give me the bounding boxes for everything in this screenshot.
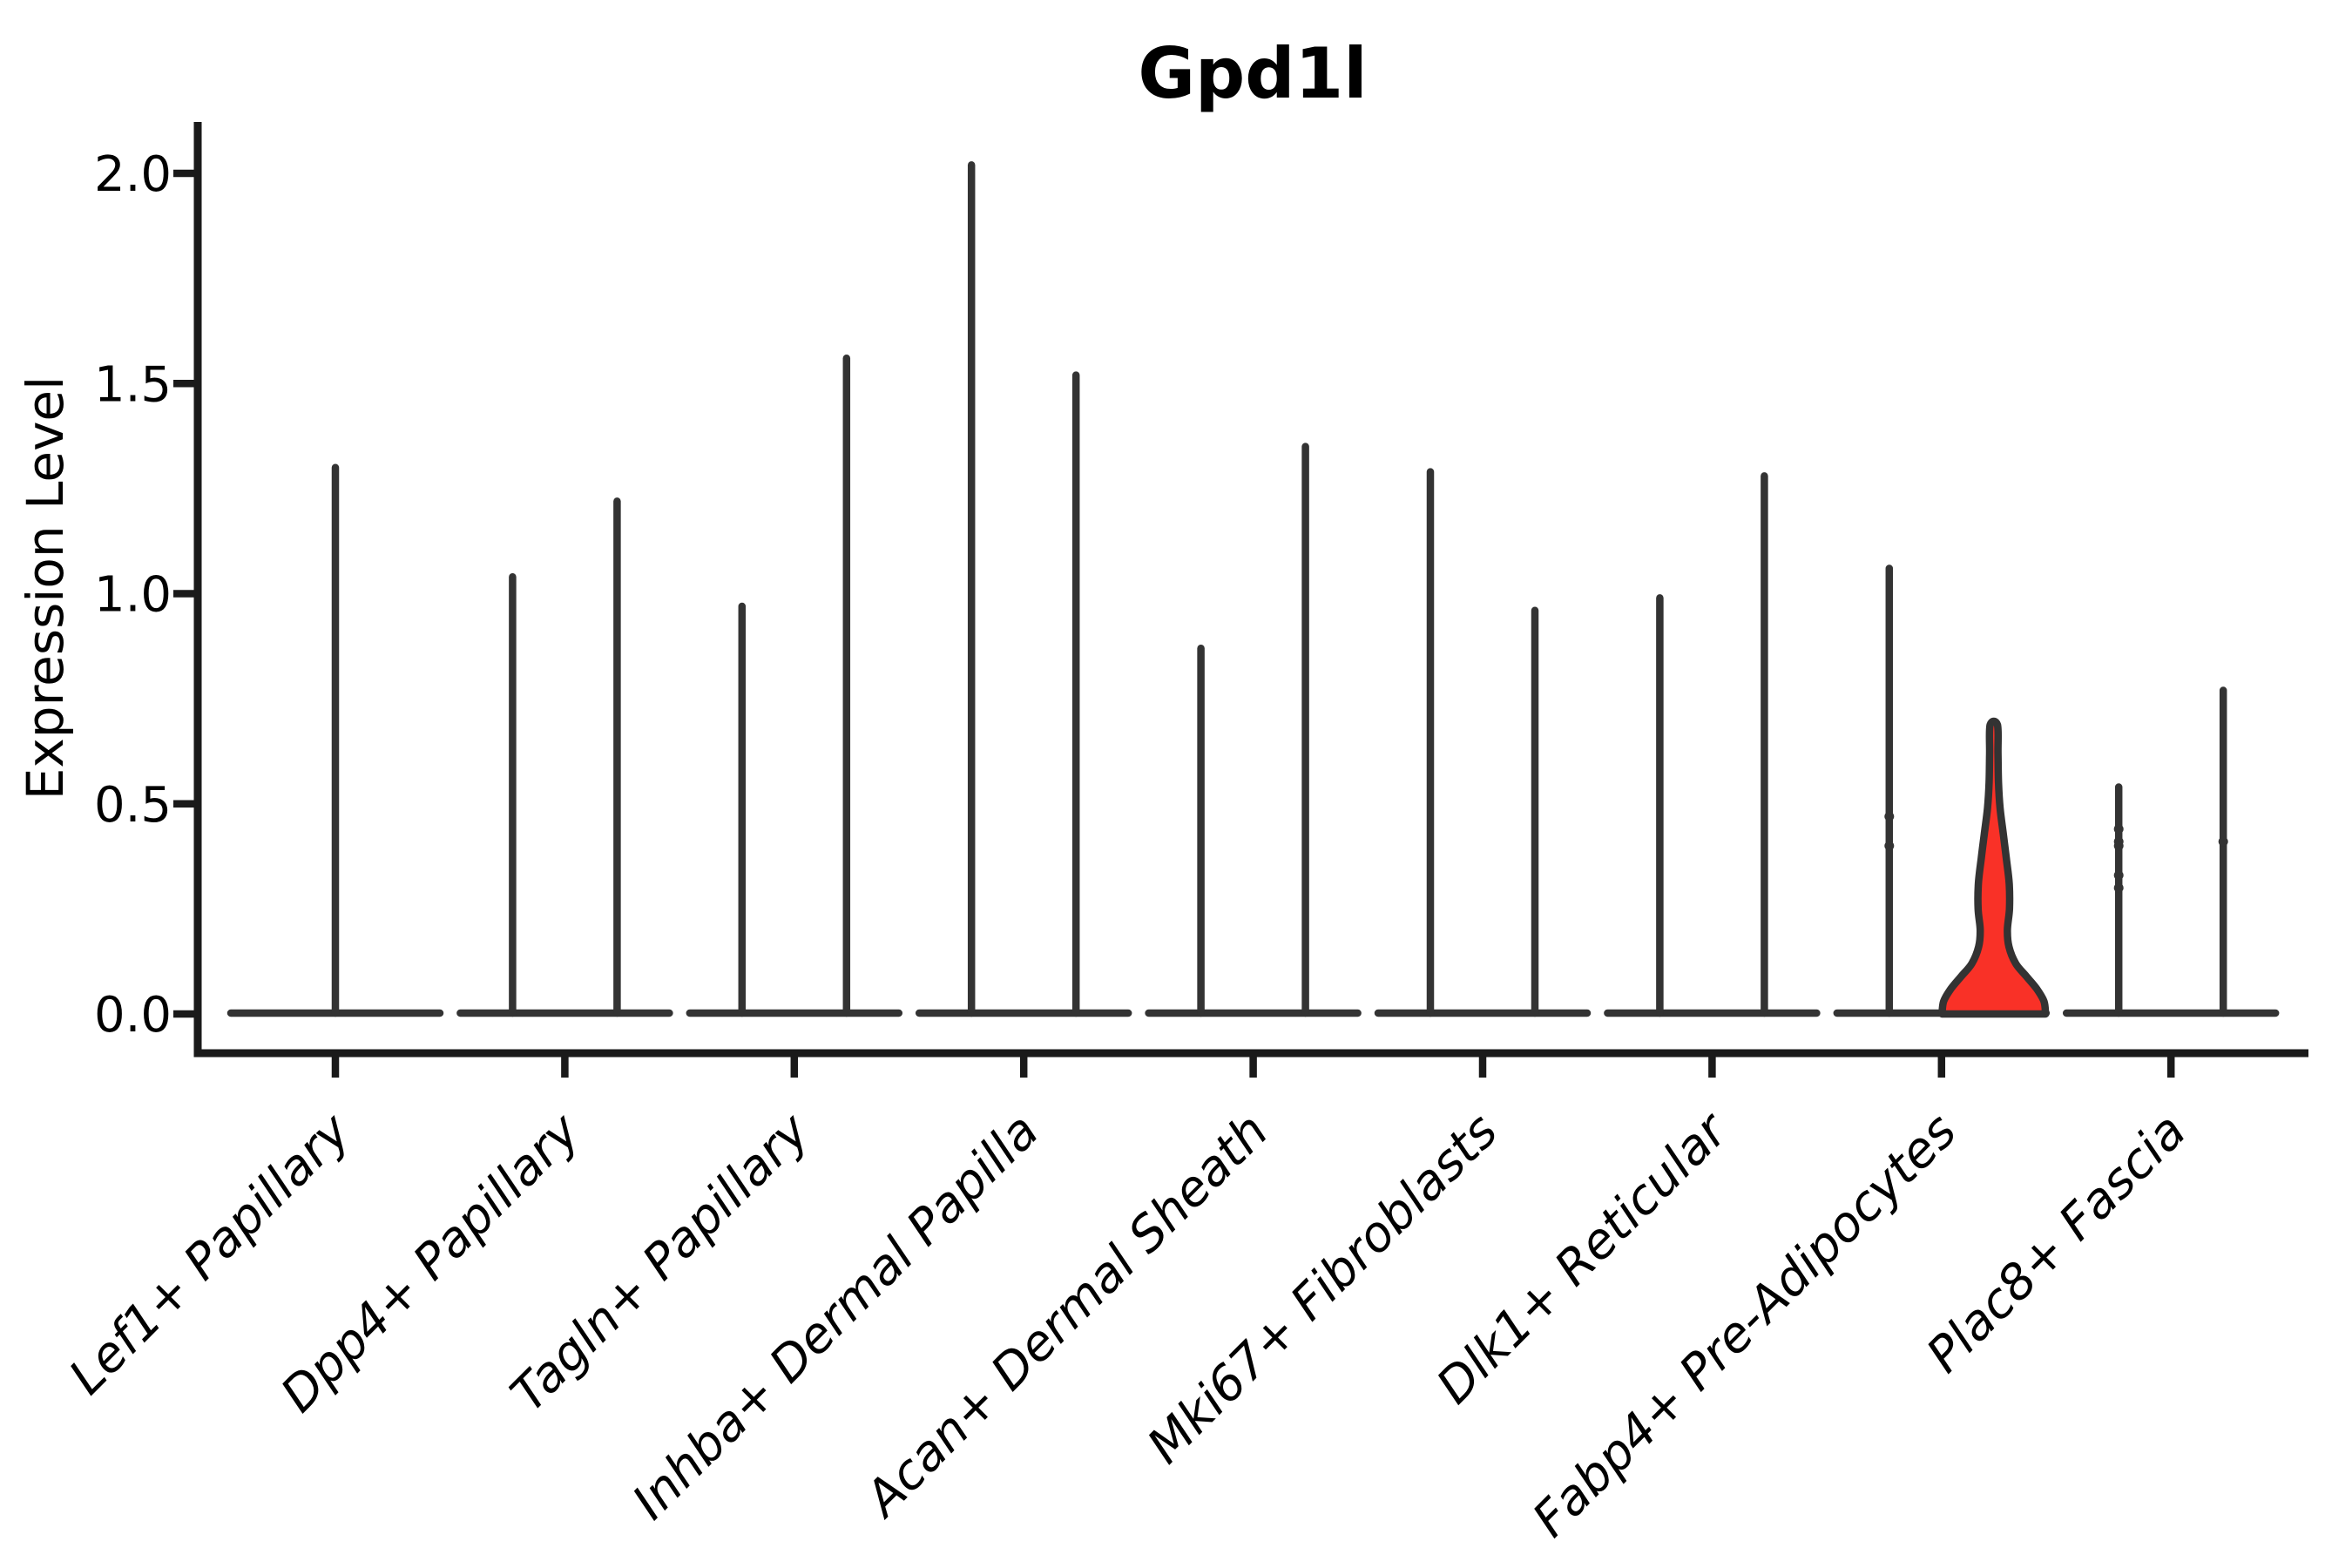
violin-group <box>686 355 903 1017</box>
violin-group <box>1833 564 2051 1018</box>
highlighted-violin <box>1938 717 2050 1018</box>
y-axis-label: Expression Level <box>16 376 75 800</box>
x-tick-label: Acan+ Dermal Sheath <box>853 1103 1279 1529</box>
y-tick-label: 0.5 <box>94 777 172 834</box>
violin-group <box>2062 686 2280 1017</box>
cell-point <box>1884 811 1895 821</box>
y-tick-label: 1.0 <box>94 567 172 624</box>
y-axis-ticks: 0.0 0.5 1.0 1.5 2.0 <box>94 146 198 1044</box>
violin-series <box>226 161 2280 1018</box>
violin-group <box>915 161 1132 1017</box>
violin-group <box>456 497 673 1017</box>
cell-point <box>2113 870 2124 881</box>
violin-group <box>226 463 444 1017</box>
x-tick-label: Inhba+ Dermal Papilla <box>622 1103 1050 1531</box>
cell-point <box>1884 841 1895 851</box>
chart-title: Gpd1l <box>1138 33 1367 114</box>
cell-point <box>2113 824 2124 835</box>
y-tick-label: 0.0 <box>94 987 172 1044</box>
violin-group <box>1604 472 1821 1017</box>
y-tick-label: 2.0 <box>94 146 172 203</box>
violin-group <box>1145 443 1362 1017</box>
cell-point <box>2113 841 2124 851</box>
cell-point <box>2218 836 2228 847</box>
cell-point <box>2113 882 2124 893</box>
violin-group <box>1374 468 1592 1017</box>
x-tick-label: Fabp4+ Pre-Adipocytes <box>1522 1103 1967 1548</box>
y-tick-label: 1.5 <box>94 356 172 413</box>
